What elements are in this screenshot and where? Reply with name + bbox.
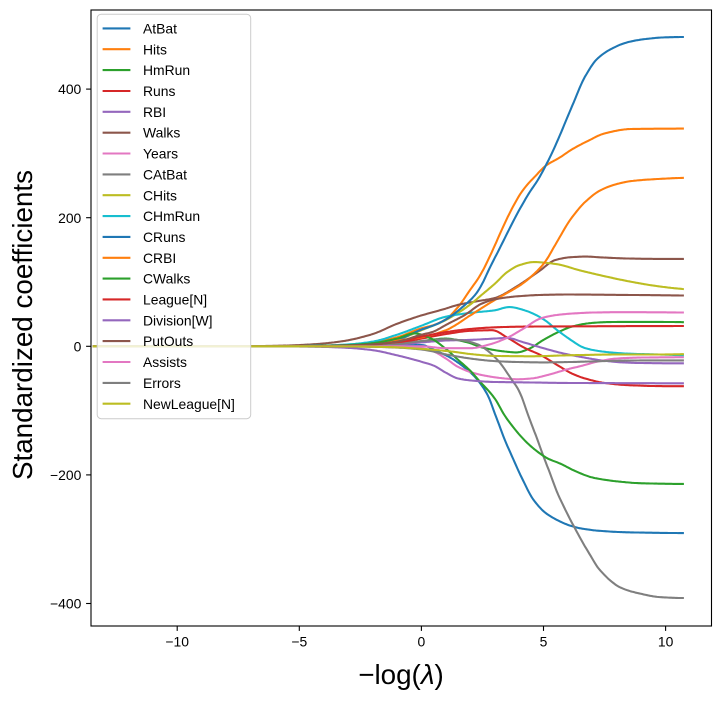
svg-text:Walks: Walks <box>143 125 180 141</box>
svg-text:Hits: Hits <box>143 41 167 57</box>
svg-text:NewLeague[N]: NewLeague[N] <box>143 396 235 412</box>
svg-text:−log(λ): −log(λ) <box>358 659 444 690</box>
svg-text:HmRun: HmRun <box>143 62 190 78</box>
svg-text:CAtBat: CAtBat <box>143 166 187 182</box>
svg-text:CRuns: CRuns <box>143 229 186 245</box>
svg-text:Runs: Runs <box>143 83 175 99</box>
svg-text:Errors: Errors <box>143 375 181 391</box>
svg-text:Assists: Assists <box>143 354 187 370</box>
svg-text:−10: −10 <box>165 634 189 650</box>
svg-text:0: 0 <box>74 338 82 354</box>
svg-text:League[N]: League[N] <box>143 292 207 308</box>
svg-text:10: 10 <box>658 634 674 650</box>
svg-text:200: 200 <box>58 210 81 226</box>
svg-text:PutOuts: PutOuts <box>143 333 193 349</box>
svg-text:CRBI: CRBI <box>143 250 176 266</box>
svg-text:−200: −200 <box>50 467 82 483</box>
svg-text:−5: −5 <box>291 634 307 650</box>
svg-text:−400: −400 <box>50 596 82 612</box>
svg-text:CHits: CHits <box>143 187 177 203</box>
svg-text:Division[W]: Division[W] <box>143 312 212 328</box>
svg-text:AtBat: AtBat <box>143 20 177 36</box>
svg-text:Years: Years <box>143 146 178 162</box>
svg-text:Standardized coefficients: Standardized coefficients <box>7 170 38 480</box>
svg-text:RBI: RBI <box>143 104 166 120</box>
svg-text:5: 5 <box>540 634 548 650</box>
svg-text:400: 400 <box>58 81 81 97</box>
svg-text:0: 0 <box>418 634 426 650</box>
svg-text:CHmRun: CHmRun <box>143 208 200 224</box>
svg-text:CWalks: CWalks <box>143 271 190 287</box>
